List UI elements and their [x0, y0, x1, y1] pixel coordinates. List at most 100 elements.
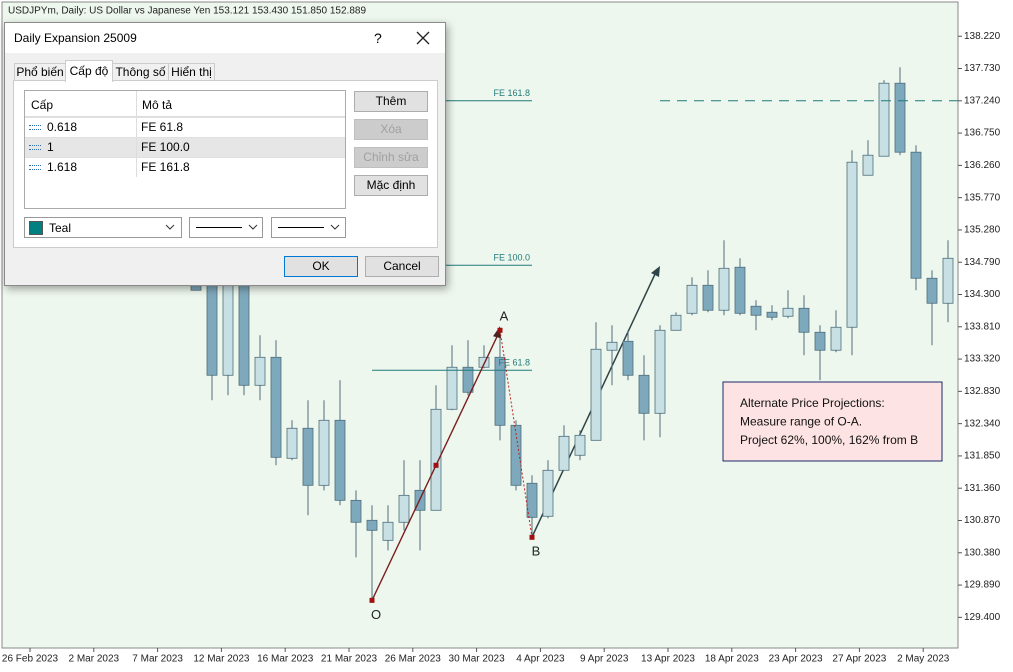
candle-body: [270, 356, 282, 458]
candle-body: [686, 284, 698, 314]
y-tick-label: 135.770: [964, 192, 1001, 203]
y-tick-label: 137.240: [964, 95, 1001, 106]
add-button[interactable]: Thêm: [354, 91, 428, 112]
x-tick-label: 27 Apr 2023: [832, 654, 886, 665]
y-tick-label: 131.360: [964, 483, 1001, 494]
x-tick-label: 21 Mar 2023: [321, 654, 378, 665]
column-divider: [136, 91, 137, 116]
fe-level-label: FE 61.8: [498, 358, 530, 368]
annotation-text: Project 62%, 100%, 162% from B: [740, 433, 918, 447]
line-sample: [196, 227, 242, 228]
candle-body: [366, 519, 378, 531]
midpoint-handle: [433, 462, 439, 468]
x-tick-label: 2 Mar 2023: [69, 654, 120, 665]
candle-body: [542, 469, 554, 517]
pivot-label: A: [500, 309, 509, 324]
y-tick-label: 130.870: [964, 515, 1001, 526]
candle-body: [606, 341, 618, 351]
candle-body: [878, 82, 890, 157]
column-divider: [136, 118, 137, 137]
ok-button[interactable]: OK: [284, 256, 358, 277]
y-tick-label: 136.750: [964, 128, 1001, 139]
y-tick-label: 138.220: [964, 31, 1001, 42]
dialog-title: Daily Expansion 25009: [14, 31, 137, 45]
candle-body: [574, 434, 586, 456]
candle-body: [494, 356, 506, 426]
candle-body: [286, 427, 298, 459]
x-tick-label: 13 Apr 2023: [641, 654, 695, 665]
level-icon: [29, 165, 41, 170]
y-tick-label: 130.380: [964, 547, 1001, 558]
candle-body: [846, 161, 858, 328]
candle-body: [926, 277, 938, 304]
pivot-point: [497, 327, 503, 333]
chart-header: USDJPYm, Daily: US Dollar vs Japanese Ye…: [8, 6, 366, 17]
y-tick-label: 133.320: [964, 354, 1001, 365]
candle-body: [830, 326, 842, 351]
candle-body: [510, 424, 522, 486]
candle-body: [238, 284, 250, 386]
candle-body: [590, 348, 602, 441]
candle-body: [334, 419, 346, 501]
annotation-box: [722, 381, 943, 462]
color-swatch: [29, 221, 43, 235]
edit-button: Chỉnh sửa: [354, 147, 428, 168]
candle-body: [750, 305, 762, 316]
level-value: 1: [47, 140, 54, 154]
candle-body: [222, 284, 234, 376]
y-tick-label: 134.790: [964, 257, 1001, 268]
candle-body: [862, 154, 874, 176]
y-tick-label: 134.300: [964, 289, 1001, 300]
x-tick-label: 16 Mar 2023: [257, 654, 314, 665]
close-button[interactable]: [416, 31, 430, 45]
candle-body: [734, 266, 746, 314]
candle-body: [190, 284, 202, 291]
candle-body: [782, 307, 794, 317]
level-value: 1.618: [47, 160, 78, 174]
level-row[interactable]: 1.618 FE 161.8: [25, 157, 345, 177]
color-select[interactable]: Teal: [24, 217, 182, 238]
column-header: Mô tả: [142, 98, 173, 112]
default-button[interactable]: Mặc định: [354, 175, 428, 196]
tab-active[interactable]: Cấp độ: [65, 60, 113, 82]
tab[interactable]: Phổ biến: [14, 63, 66, 81]
y-tick-label: 136.260: [964, 160, 1001, 171]
pivot-point: [529, 534, 535, 540]
level-row[interactable]: 1 FE 100.0: [25, 137, 345, 157]
pivot-label: O: [371, 607, 381, 622]
candle-body: [718, 267, 730, 311]
dropdown-arrow: [330, 224, 340, 230]
fe-level-label: FE 100.0: [493, 253, 530, 263]
cancel-button[interactable]: Cancel: [365, 256, 439, 277]
y-tick-label: 129.400: [964, 612, 1001, 623]
level-list: Cấp Mô tả 0.618 FE 61.8 1 FE 100.0 1.618 FE 1…: [24, 90, 346, 209]
level-description: FE 100.0: [141, 140, 190, 154]
y-tick-label: 132.830: [964, 386, 1001, 397]
line-width-select[interactable]: [271, 217, 346, 238]
column-divider: [136, 138, 137, 157]
x-tick-label: 18 Apr 2023: [705, 654, 759, 665]
title-bar: Daily Expansion 25009 ?: [5, 23, 445, 53]
tab[interactable]: Thông số: [112, 63, 169, 81]
candle-body: [638, 374, 650, 414]
y-tick-label: 129.890: [964, 580, 1001, 591]
candle-body: [446, 366, 458, 410]
candle-body: [462, 366, 474, 393]
level-row[interactable]: 0.618 FE 61.8: [25, 117, 345, 137]
tab[interactable]: Hiển thị: [168, 63, 215, 81]
line-style-select[interactable]: [189, 217, 263, 238]
candle-body: [798, 307, 810, 333]
y-tick-label: 137.730: [964, 63, 1001, 74]
x-tick-label: 12 Mar 2023: [193, 654, 250, 665]
x-tick-label: 26 Feb 2023: [2, 654, 59, 665]
candle-body: [814, 331, 826, 351]
level-description: FE 161.8: [141, 160, 190, 174]
candle-body: [654, 329, 666, 414]
help-button[interactable]: ?: [374, 30, 382, 46]
pivot-label: B: [532, 544, 541, 559]
list-header: Cấp Mô tả: [25, 91, 345, 117]
x-tick-label: 23 Apr 2023: [769, 654, 823, 665]
pivot-point: [369, 597, 375, 603]
annotation-text: Measure range of O-A.: [740, 415, 862, 429]
